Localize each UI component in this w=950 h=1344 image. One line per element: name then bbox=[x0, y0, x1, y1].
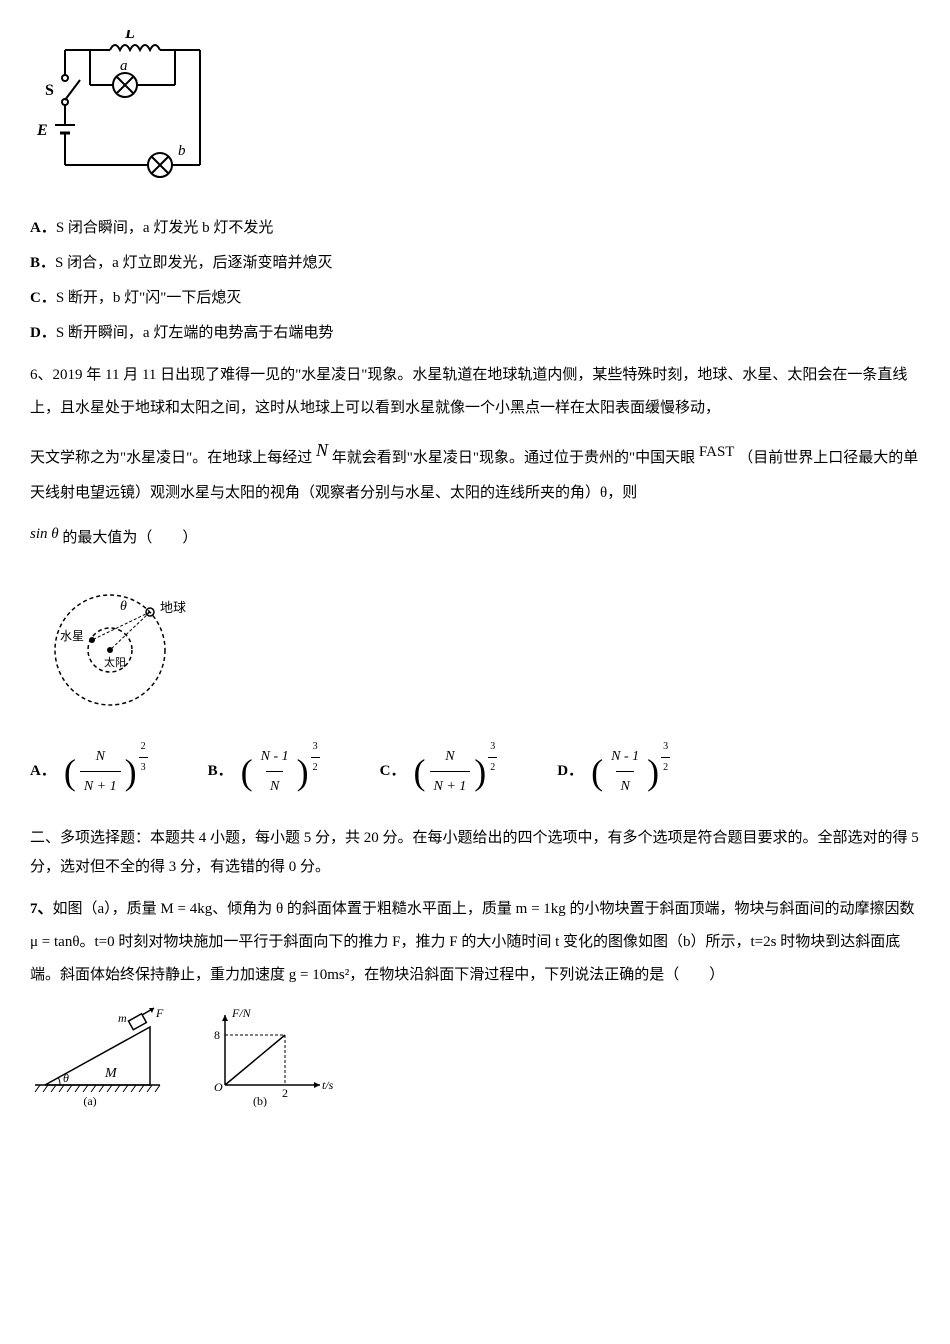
q6b-num: N - 1 bbox=[257, 744, 293, 771]
q6a-den: N + 1 bbox=[80, 771, 121, 799]
q6a-exp-num: 2 bbox=[139, 738, 148, 757]
q6-number: 6、 bbox=[30, 367, 53, 383]
q7b-xaxis: t/s bbox=[322, 1078, 334, 1092]
q6-option-c: C． ( N N + 1 ) 3 2 bbox=[380, 740, 498, 805]
circuit-diagram: L S E a b bbox=[30, 30, 920, 200]
q6-body-2-mid: 年就会看到"水星凌日"现象。通过位于贵州的"中国天眼 bbox=[332, 450, 695, 466]
q5-option-b-text: S 闭合，a 灯立即发光，后逐渐变暗并熄灭 bbox=[55, 255, 333, 271]
q6-N: N bbox=[316, 440, 328, 460]
q6a-num: N bbox=[92, 744, 109, 771]
q7-figure-b: F/N t/s O 8 2 (b) bbox=[200, 1007, 340, 1117]
q7-body: 如图（a），质量 M = 4kg、倾角为 θ 的斜面体置于粗糙水平面上，质量 m… bbox=[30, 901, 915, 983]
q6-option-a: A． ( N N + 1 ) 2 3 bbox=[30, 740, 148, 805]
q6-option-d: D． ( N - 1 N ) 3 2 bbox=[557, 740, 670, 805]
section-2-header: 二、多项选择题：本题共 4 小题，每小题 5 分，共 20 分。在每小题给出的四… bbox=[30, 824, 920, 881]
q6-sintheta: sin θ bbox=[30, 526, 59, 542]
q6-text-1: 6、2019 年 11 月 11 日出现了难得一见的"水星凌日"现象。水星轨道在… bbox=[30, 359, 920, 425]
q7a-theta: θ bbox=[63, 1071, 69, 1085]
battery-label: E bbox=[36, 122, 48, 139]
q6-options: A． ( N N + 1 ) 2 3 B． ( N - 1 N ) 3 2 bbox=[30, 740, 920, 805]
q5-option-a: A．S 闭合瞬间，a 灯发光 b 灯不发光 bbox=[30, 215, 920, 242]
q7b-label: (b) bbox=[253, 1094, 267, 1107]
q6d-den: N bbox=[616, 771, 633, 799]
q5-option-b: B．S 闭合，a 灯立即发光，后逐渐变暗并熄灭 bbox=[30, 250, 920, 277]
q6d-num: N - 1 bbox=[607, 744, 643, 771]
q7b-yaxis: F/N bbox=[231, 1007, 252, 1020]
bulb-a-label: a bbox=[120, 58, 128, 74]
q6c-exp-num: 3 bbox=[488, 738, 497, 757]
q6-body-3-post: 的最大值为（ ） bbox=[62, 530, 197, 546]
q7-text: 7、如图（a），质量 M = 4kg、倾角为 θ 的斜面体置于粗糙水平面上，质量… bbox=[30, 893, 920, 992]
theta-label: θ bbox=[120, 599, 127, 614]
mercury-label: 水星 bbox=[60, 629, 84, 643]
q6b-den: N bbox=[266, 771, 283, 799]
bulb-b-label: b bbox=[178, 143, 186, 159]
q7b-origin: O bbox=[214, 1080, 223, 1094]
q7a-label: (a) bbox=[83, 1094, 96, 1107]
q6-option-b: B． ( N - 1 N ) 3 2 bbox=[208, 740, 320, 805]
q7b-ytick: 8 bbox=[214, 1028, 220, 1042]
sun-label: 太阳 bbox=[104, 656, 126, 669]
q6d-exp-den: 2 bbox=[661, 757, 670, 777]
q7b-xtick: 2 bbox=[282, 1086, 288, 1100]
q5-option-d: D．S 断开瞬间，a 灯左端的电势高于右端电势 bbox=[30, 320, 920, 347]
q6b-exp-den: 2 bbox=[311, 757, 320, 777]
q6b-exp-num: 3 bbox=[311, 738, 320, 757]
q5-option-a-text: S 闭合瞬间，a 灯发光 b 灯不发光 bbox=[56, 220, 274, 236]
q7a-M: M bbox=[104, 1066, 118, 1081]
switch-label: S bbox=[45, 82, 54, 99]
q7a-m: m bbox=[118, 1011, 127, 1025]
q6c-den: N + 1 bbox=[430, 771, 471, 799]
orbit-diagram: 太阳 水星 地球 θ bbox=[30, 570, 920, 720]
q7a-F: F bbox=[155, 1007, 164, 1020]
q6a-exp-den: 3 bbox=[139, 757, 148, 777]
q5-option-c: C．S 断开，b 灯"闪"一下后熄灭 bbox=[30, 285, 920, 312]
q6-body-1: 2019 年 11 月 11 日出现了难得一见的"水星凌日"现象。水星轨道在地球… bbox=[30, 367, 907, 416]
q5-option-d-text: S 断开瞬间，a 灯左端的电势高于右端电势 bbox=[56, 325, 334, 341]
q6-fast: FAST bbox=[699, 444, 735, 460]
q7-figure-a: θ M m F (a) bbox=[30, 1007, 170, 1117]
q6-body-2-pre: 天文学称之为"水星凌日"。在地球上每经过 bbox=[30, 450, 312, 466]
q6c-num: N bbox=[441, 744, 458, 771]
earth-label: 地球 bbox=[160, 600, 186, 615]
q6-text-2: 天文学称之为"水星凌日"。在地球上每经过 N 年就会看到"水星凌日"现象。通过位… bbox=[30, 437, 920, 510]
q6d-exp-num: 3 bbox=[661, 738, 670, 757]
q5-option-c-text: S 断开，b 灯"闪"一下后熄灭 bbox=[56, 290, 242, 306]
q6-text-3: sin θ 的最大值为（ ） bbox=[30, 522, 920, 555]
q7-number: 7、 bbox=[30, 901, 53, 917]
q6c-exp-den: 2 bbox=[488, 757, 497, 777]
inductor-label: L bbox=[124, 30, 135, 42]
q7-figures: θ M m F (a) F/N t/s O bbox=[30, 1007, 920, 1117]
